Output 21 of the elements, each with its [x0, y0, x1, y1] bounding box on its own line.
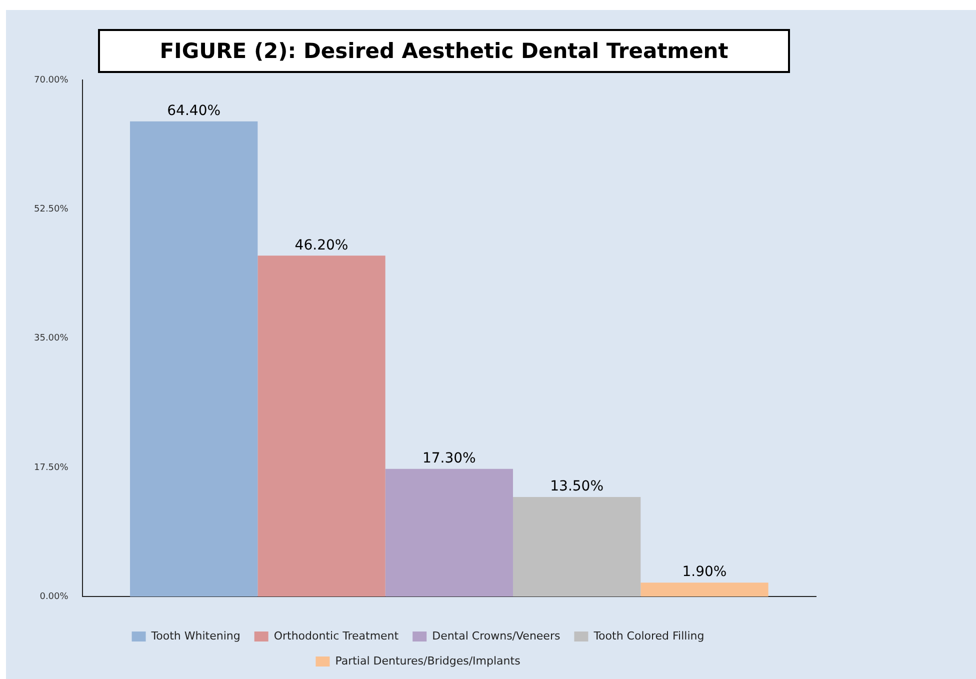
legend-label: Orthodontic Treatment [274, 629, 400, 642]
data-label: 1.90% [682, 564, 727, 580]
y-tick-label: 70.00% [34, 75, 69, 86]
data-label: 13.50% [550, 478, 604, 495]
y-tick-label: 0.00% [40, 592, 69, 602]
legend-label: Partial Dentures/Bridges/Implants [335, 654, 521, 668]
y-tick-label: 52.50% [34, 204, 69, 214]
legend-label: Tooth Whitening [150, 629, 240, 642]
bar [258, 256, 386, 597]
legend-label: Dental Crowns/Veneers [432, 629, 560, 642]
data-label: 46.20% [294, 237, 348, 254]
chart-title: FIGURE (2): Desired Aesthetic Dental Treatment [98, 29, 790, 73]
bar [385, 468, 513, 597]
y-tick-label: 35.00% [34, 334, 69, 344]
bar [130, 121, 258, 597]
bar [640, 582, 768, 597]
y-tick-label: 17.50% [34, 462, 69, 473]
bar [512, 496, 641, 597]
data-label: 17.30% [422, 450, 476, 467]
data-label: 64.40% [167, 102, 221, 119]
legend-label: Tooth Colored Filling [592, 629, 704, 642]
